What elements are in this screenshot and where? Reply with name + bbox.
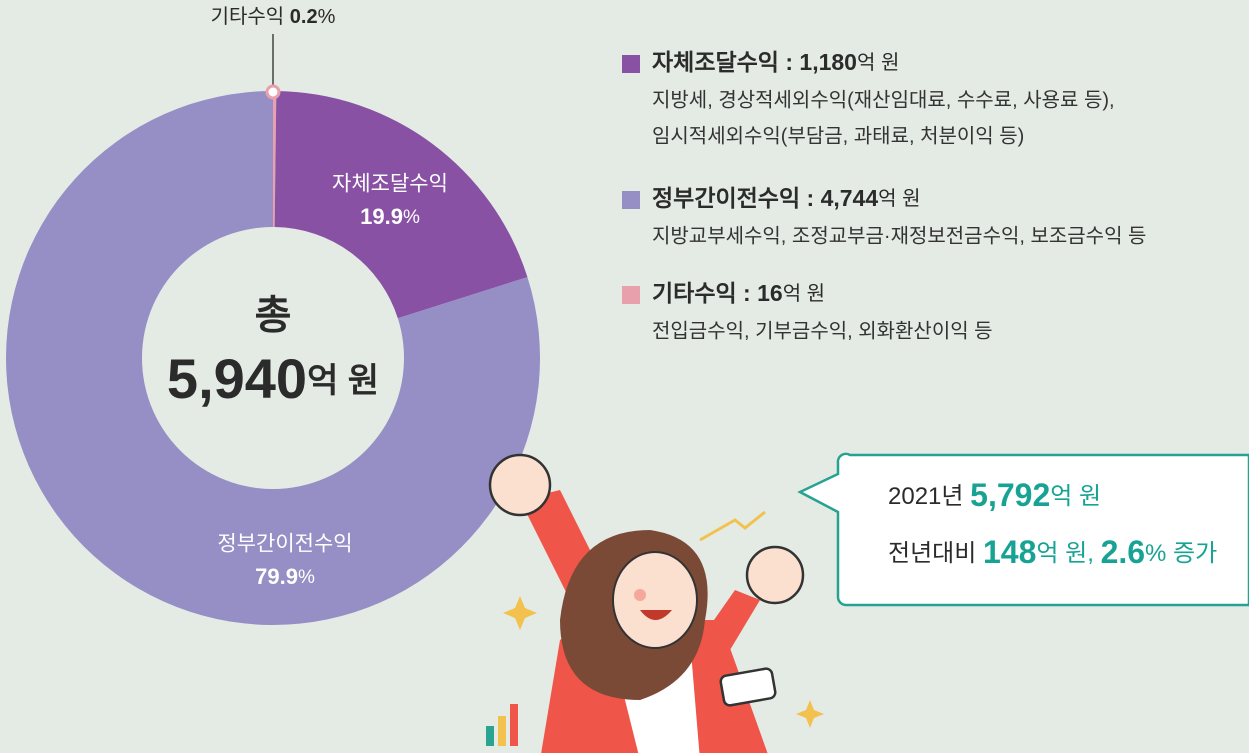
slice-value: 0.2 (290, 6, 318, 28)
legend-desc: 지방세, 경상적세외수익(재산임대료, 수수료, 사용료 등), (652, 88, 1115, 111)
slice-unit: % (318, 6, 336, 28)
legend-separator: : (785, 49, 793, 75)
slice-name: 자체조달수익 (332, 173, 448, 196)
slice-label: 기타수익 0.2% (211, 5, 336, 28)
face (613, 552, 697, 648)
callout-text: % 증가 (1145, 540, 1217, 567)
slice-name: 정부간이전수익 (217, 533, 352, 556)
legend-separator: : (743, 280, 751, 306)
chart: 기타수익 0.2%자체조달수익19.9%정부간이전수익79.9%총5,940억 … (0, 0, 1249, 753)
legend-amount: 16 (757, 280, 783, 306)
callout-line: 전년대비 148억 원, 2.6% 증가 (888, 534, 1217, 570)
leader-dot (267, 86, 279, 98)
callout-text: 2021년 (888, 483, 963, 510)
legend-separator: : (807, 185, 815, 211)
slice-value: 19.9 (360, 204, 403, 229)
slice-value: 79.9 (255, 564, 298, 589)
callout-number: 148 (983, 534, 1036, 570)
slice-value-label: 79.9% (255, 564, 315, 589)
legend-unit: 억 원 (878, 187, 920, 210)
callout-line: 2021년 5,792억 원 (888, 477, 1101, 513)
legend-name: 기타수익 (652, 280, 737, 306)
center-number: 5,940 (167, 347, 307, 410)
callout-number: 2.6 (1101, 534, 1145, 570)
legend-name: 자체조달수익 (652, 49, 779, 75)
slice-name: 기타수익 (211, 5, 285, 28)
bar-icon (510, 704, 518, 746)
legend-title: 자체조달수익 : 1,180억 원 (652, 49, 899, 75)
slice-unit: % (403, 207, 420, 228)
legend-unit: 억 원 (783, 282, 825, 305)
cheek (634, 589, 646, 601)
slice-value-label: 19.9% (360, 204, 420, 229)
legend-desc: 임시적세외수익(부담금, 과태료, 처분이익 등) (652, 124, 1024, 147)
legend-amount: 1,180 (799, 49, 857, 75)
callout-text: 억 원, (1036, 540, 1094, 567)
callout-text: 억 원 (1050, 483, 1101, 510)
legend-name: 정부간이전수익 (652, 185, 800, 211)
legend-unit: 억 원 (857, 51, 899, 74)
left-fist (490, 455, 550, 515)
slice-unit: % (298, 567, 315, 588)
bar-icon (498, 716, 506, 746)
center-prefix: 총 (255, 294, 292, 338)
legend-amount: 4,744 (821, 185, 879, 211)
legend-swatch (622, 286, 640, 304)
legend-title: 정부간이전수익 : 4,744억 원 (652, 185, 921, 211)
legend-desc: 전입금수익, 기부금수익, 외화환산이익 등 (652, 319, 993, 342)
callout-text: 전년대비 (888, 540, 976, 567)
center-unit: 억 원 (307, 362, 379, 400)
legend-swatch (622, 55, 640, 73)
bar-icon (486, 726, 494, 746)
legend-title: 기타수익 : 16억 원 (652, 280, 825, 306)
legend-swatch (622, 191, 640, 209)
legend-desc: 지방교부세수익, 조정교부금·재정보전금수익, 보조금수익 등 (652, 224, 1146, 247)
right-fist (747, 547, 803, 603)
callout-number: 5,792 (970, 477, 1050, 513)
